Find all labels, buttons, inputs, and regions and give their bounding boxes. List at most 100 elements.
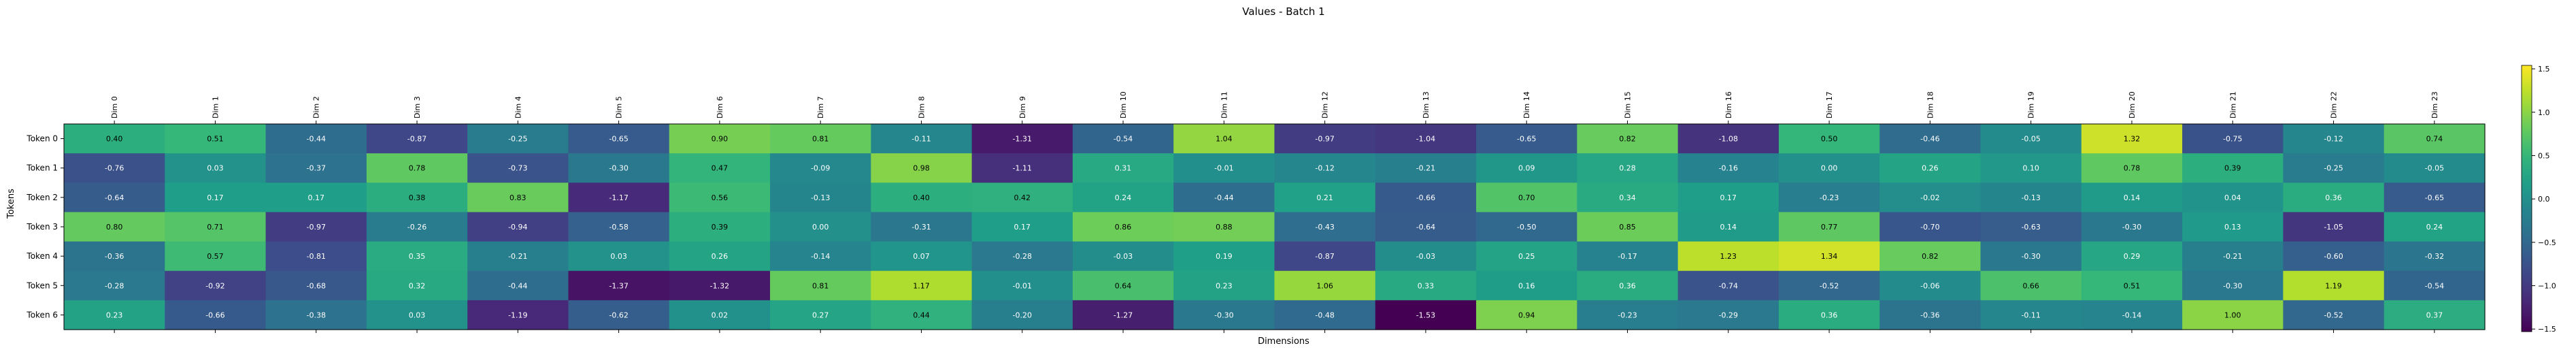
- cell-value-label: -0.26: [407, 223, 426, 232]
- heatmap-cell: [1173, 270, 1275, 301]
- heatmap-cell: [1375, 124, 1477, 154]
- heatmap-cell: [2081, 270, 2183, 301]
- heatmap-cell: [1375, 270, 1477, 301]
- colorbar-tick-label: −1.5: [2538, 325, 2556, 334]
- x-tick-label: Dim 17: [1825, 91, 1834, 118]
- heatmap-cell: [165, 153, 267, 183]
- cell-value-label: 0.29: [2124, 252, 2141, 261]
- cell-value-label: 0.14: [2124, 193, 2141, 202]
- cell-value-label: -0.52: [2324, 311, 2343, 319]
- heatmap-cell: [2182, 124, 2284, 154]
- heatmap-cell: [1677, 153, 1779, 183]
- cell-value-label: 0.40: [106, 135, 123, 144]
- cell-value-label: 0.02: [712, 311, 729, 319]
- y-tick-label: Token 2: [26, 193, 58, 202]
- cell-value-label: -0.14: [2122, 311, 2141, 319]
- heatmap-cell: [568, 212, 670, 242]
- heatmap-cell: [568, 124, 670, 154]
- heatmap-cell: [1173, 153, 1275, 183]
- heatmap-cell: [669, 124, 771, 154]
- cell-value-label: -0.30: [609, 164, 628, 173]
- cell-value-label: -0.38: [306, 311, 325, 319]
- heatmap-cell: [971, 183, 1073, 213]
- cell-value-label: -0.37: [306, 164, 325, 173]
- cell-value-label: -0.65: [2425, 193, 2444, 202]
- cell-value-label: -0.02: [1920, 193, 1939, 202]
- cell-value-label: 0.82: [1619, 135, 1636, 144]
- cell-value-label: 0.07: [913, 252, 930, 261]
- heatmap-cell: [467, 183, 569, 213]
- heatmap-cell: [1274, 183, 1376, 213]
- heatmap-cell: [1274, 153, 1376, 183]
- heatmap-cell: [770, 300, 871, 330]
- cell-value-label: -0.30: [1214, 311, 1233, 319]
- cell-value-label: 0.25: [1518, 252, 1535, 261]
- heatmap-cell: [971, 153, 1073, 183]
- y-tick-label: Token 5: [26, 281, 58, 290]
- cell-value-label: -1.27: [1114, 311, 1133, 319]
- cell-value-label: -0.87: [407, 135, 426, 144]
- heatmap-cell: [1072, 153, 1174, 183]
- cell-value-label: -0.65: [609, 135, 628, 144]
- cell-value-label: -0.25: [508, 135, 527, 144]
- cell-value-label: 0.94: [1518, 311, 1535, 319]
- heatmap-cell: [770, 183, 871, 213]
- cell-value-label: 0.38: [409, 193, 426, 202]
- heatmap-cell: [1476, 153, 1577, 183]
- cell-value-label: 0.23: [106, 311, 123, 319]
- heatmap-cell: [971, 212, 1073, 242]
- cell-value-label: 0.39: [712, 223, 729, 232]
- cell-value-label: -0.36: [105, 252, 124, 261]
- cell-value-label: 0.70: [1518, 193, 1535, 202]
- cell-value-label: -0.48: [1315, 311, 1334, 319]
- heatmap-cell: [871, 183, 973, 213]
- cell-value-label: 1.34: [1821, 252, 1838, 261]
- heatmap-cell: [265, 270, 367, 301]
- cell-value-label: -0.11: [911, 135, 931, 144]
- cell-value-label: -0.65: [1517, 135, 1536, 144]
- heatmap-cell: [1375, 300, 1477, 330]
- heatmap-cell: [366, 270, 468, 301]
- heatmap-cell: [2283, 183, 2385, 213]
- cell-value-labels: 0.40 0.51 -0.44 -0.87 -0.25 -0.65 0.90 0.81 -0.1…: [105, 135, 2444, 320]
- heatmap-cell: [2383, 241, 2486, 272]
- heatmap-cell: [1072, 270, 1174, 301]
- x-tick-label: Dim 1: [211, 96, 220, 118]
- heatmap-cell: [2081, 124, 2183, 154]
- heatmap-cell: [1274, 241, 1376, 272]
- y-axis-label: Tokens: [6, 189, 16, 219]
- x-tick-label: Dim 16: [1724, 91, 1733, 118]
- cell-value-label: -0.54: [2425, 281, 2444, 290]
- heatmap-cell: [1980, 300, 2082, 330]
- cell-value-label: -0.60: [2324, 252, 2343, 261]
- heatmap-cell: [165, 270, 267, 301]
- cell-value-label: -1.17: [609, 193, 628, 202]
- cell-value-label: -0.03: [1114, 252, 1133, 261]
- x-axis-ticks: Dim 0 Dim 1 Dim 2 Dim 3 Dim 4 Dim 5 Dim 6 Dim 7…: [110, 91, 2439, 333]
- cell-value-label: -0.87: [1315, 252, 1334, 261]
- heatmap-cell: [1778, 300, 1880, 330]
- cell-value-label: -0.05: [2425, 164, 2444, 173]
- cell-value-label: 0.51: [2124, 281, 2141, 290]
- heatmap-cell: [1778, 183, 1880, 213]
- heatmap-cell: [467, 153, 569, 183]
- cell-value-label: -1.08: [1719, 135, 1738, 144]
- heatmap-cell: [1274, 300, 1376, 330]
- x-tick-label: Dim 5: [615, 96, 624, 118]
- heatmap-cell: [1879, 241, 1981, 272]
- heatmap-cell: [2182, 153, 2284, 183]
- cell-value-label: 0.14: [1720, 223, 1737, 232]
- heatmap-cell: [1677, 270, 1779, 301]
- y-tick-label: Token 6: [26, 310, 58, 319]
- cell-value-label: -0.70: [1920, 223, 1939, 232]
- heatmap-cell: [64, 183, 165, 213]
- cell-value-label: -0.06: [1920, 281, 1939, 290]
- cell-value-label: 0.17: [1014, 223, 1031, 232]
- heatmap-cell: [1274, 212, 1376, 242]
- cell-value-label: -0.17: [1618, 252, 1637, 261]
- heatmap-cell: [64, 124, 165, 154]
- heatmap-cell: [2283, 212, 2385, 242]
- heatmap-cell: [467, 300, 569, 330]
- heatmap-cell: [1577, 241, 1679, 272]
- cell-value-label: -0.66: [205, 311, 224, 319]
